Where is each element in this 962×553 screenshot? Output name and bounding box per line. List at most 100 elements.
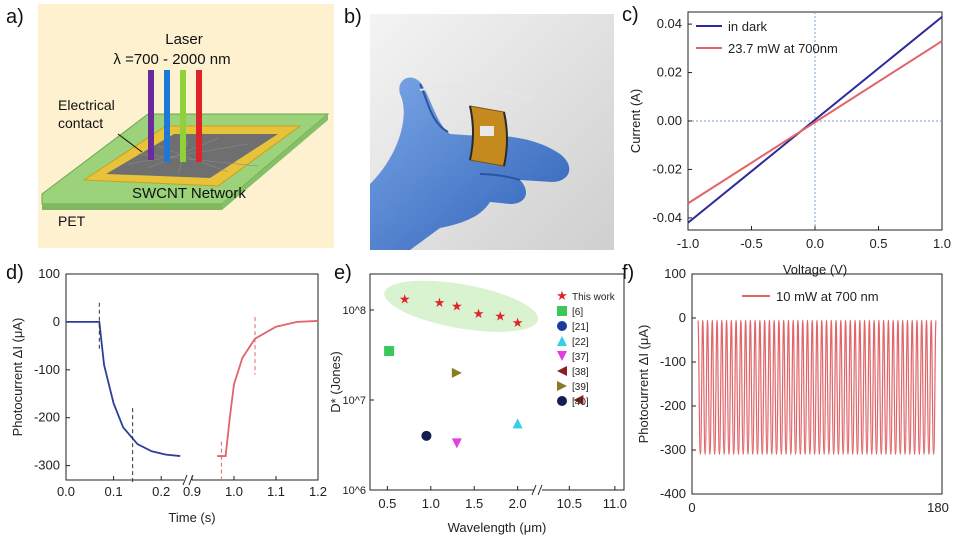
data-point: ★ — [451, 298, 463, 313]
legend-marker — [557, 306, 567, 316]
x-tick-label: 0 — [688, 500, 695, 515]
x-tick-label: 0.1 — [105, 484, 123, 499]
y-tick-label: -300 — [34, 458, 60, 473]
panel-label-e: e) — [334, 262, 352, 284]
legend-marker: ★ — [556, 288, 568, 303]
y-axis-label: Photocurrent ΔI (μA) — [10, 318, 25, 437]
data-point: ★ — [512, 315, 524, 330]
y-tick-label: -300 — [660, 442, 686, 457]
this-work-highlight — [384, 280, 539, 332]
segment-line-rise — [217, 320, 319, 457]
y-tick-label: 10^8 — [342, 305, 366, 317]
y-tick-label: 0 — [53, 314, 60, 329]
plot-frame — [369, 273, 625, 491]
y-tick-label: 0 — [679, 310, 686, 325]
x-tick-label: 0.5 — [378, 496, 396, 511]
laser-wavelength-range: λ =700 - 2000 nm — [113, 51, 230, 68]
swcnt-network-label: SWCNT Network — [132, 185, 246, 202]
y-tick-label: 10^7 — [342, 395, 366, 407]
axis-break-gap — [534, 484, 542, 496]
x-tick-label: 0.2 — [152, 484, 170, 499]
device-photo — [370, 14, 614, 250]
x-axis-label: Time (s) — [168, 510, 215, 525]
axis-break-gap — [184, 474, 192, 486]
y-tick-label: -200 — [660, 398, 686, 413]
legend-label: [6] — [572, 307, 583, 318]
legend-marker — [557, 336, 567, 346]
y-tick-label: -0.04 — [652, 210, 682, 225]
x-tick-label: 180 — [927, 500, 949, 515]
legend-label: [21] — [572, 322, 589, 333]
y-tick-label: 100 — [664, 266, 686, 281]
y-tick-label: -100 — [660, 354, 686, 369]
x-tick-label: -0.5 — [740, 236, 762, 251]
laser-beam-red — [196, 70, 202, 162]
glove-icon — [370, 77, 570, 250]
x-tick-label: 10.5 — [557, 496, 582, 511]
legend-label: 10 mW at 700 nm — [776, 289, 879, 304]
laser-beam-purple — [148, 70, 154, 160]
x-axis-label: Wavelength (μm) — [448, 520, 547, 535]
iv-curve-chart: -1.0 -0.5 0.0 0.5 1.0 -0.04 -0.02 0.00 0.02 0.04 V… — [628, 11, 951, 277]
x-tick-label: 1.5 — [465, 496, 483, 511]
schematic-panel: Laser λ =700 - 2000 nm Electrical contac… — [38, 4, 334, 248]
laser-beam-green — [180, 70, 186, 162]
contact-label-line1: Electrical — [58, 97, 115, 113]
panel-label-f: f) — [622, 262, 635, 284]
data-point — [421, 430, 432, 441]
legend-label: [40] — [572, 397, 589, 408]
swcnt-network-film — [106, 134, 278, 178]
device-window — [480, 126, 494, 136]
y-tick-label: -100 — [34, 362, 60, 377]
data-point — [451, 367, 462, 378]
data-point — [573, 395, 584, 405]
x-tick-label: -1.0 — [677, 236, 699, 251]
plot-frame — [691, 273, 943, 495]
x-tick-label: 1.0 — [422, 496, 440, 511]
x-tick-label: 0.0 — [806, 236, 824, 251]
laser-beam-blue — [164, 70, 170, 162]
x-tick-label: 1.1 — [267, 484, 285, 499]
data-point — [451, 438, 462, 449]
flexible-device-icon — [419, 85, 531, 167]
detectivity-chart: 0.5 1.0 1.5 2.0 10.5 11.0 10^6 10^7 10^8 Waveleng… — [330, 273, 627, 535]
axis-break-mark — [531, 484, 537, 496]
legend-marker — [557, 396, 567, 406]
panel-label-d: d) — [6, 262, 24, 284]
transient-response-chart: 0.0 0.1 0.2 0.9 1.0 1.1 1.2 100 0 -100 -200 -300 Tim… — [10, 266, 327, 525]
data-point: ★ — [399, 292, 411, 307]
cycling-chart: 0 180 100 0 -100 -200 -300 -400 Photocurrent ΔI … — [636, 266, 949, 515]
y-tick-label: 0.00 — [657, 113, 682, 128]
x-tick-label: 2.0 — [509, 496, 527, 511]
plot-frame — [65, 273, 319, 481]
y-axis-label: D* (Jones) — [330, 351, 343, 412]
legend-marker — [557, 321, 567, 331]
legend-label: in dark — [728, 19, 768, 34]
legend-marker — [557, 366, 567, 376]
data-point: ★ — [434, 295, 446, 310]
y-tick-label: -200 — [34, 410, 60, 425]
legend-label: [38] — [572, 367, 589, 378]
y-tick-label: 0.02 — [657, 65, 682, 80]
legend-label: [22] — [572, 337, 589, 348]
x-tick-label: 11.0 — [603, 496, 627, 511]
segment-line-decay — [66, 321, 181, 457]
axis-break-mark — [537, 484, 543, 496]
y-tick-label: -400 — [660, 486, 686, 501]
pet-edge — [42, 204, 222, 210]
legend-label: [37] — [572, 352, 589, 363]
x-tick-label: 1.2 — [309, 484, 327, 499]
pet-side — [222, 114, 328, 210]
x-tick-label: 1.0 — [225, 484, 243, 499]
x-tick-label: 1.0 — [933, 236, 951, 251]
data-point — [384, 346, 395, 357]
y-tick-label: 10^6 — [342, 485, 366, 497]
pet-label: PET — [58, 213, 86, 229]
y-tick-label: 100 — [38, 266, 60, 281]
data-point: ★ — [473, 306, 485, 321]
axis-break-mark — [182, 474, 188, 486]
y-tick-label: -0.02 — [652, 161, 682, 176]
series-line-light — [687, 40, 943, 205]
legend-label: This work — [572, 292, 616, 303]
data-point — [512, 418, 523, 429]
